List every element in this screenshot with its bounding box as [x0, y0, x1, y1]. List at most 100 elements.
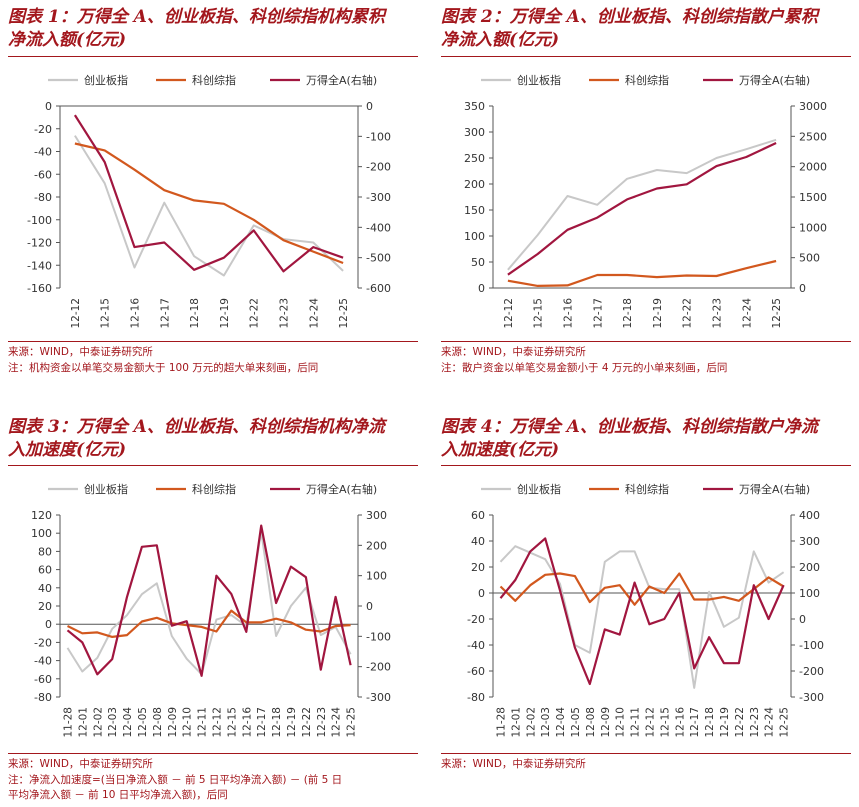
y2-tick-label: -100 — [366, 630, 391, 643]
series-line-2 — [507, 259, 777, 287]
x-tick-label: 12-04 — [555, 707, 567, 738]
chart-4-svg: 创业板指 科创综指 万得全A(右轴)6040200-20-40-60-8040030… — [467, 482, 824, 738]
legend-label: 科创综指 — [625, 73, 669, 87]
x-tick-label: 12-24 — [764, 707, 776, 738]
y-tick-label: 20 — [471, 561, 485, 574]
y-tick-label: 20 — [38, 600, 52, 613]
y-tick-label: -120 — [27, 237, 52, 250]
x-tick-label: 12-22 — [734, 707, 746, 738]
series-line-1 — [66, 530, 352, 676]
x-tick-label: 11-28 — [62, 707, 74, 738]
y-tick-label: -20 — [34, 123, 52, 136]
series-line-1 — [499, 545, 785, 689]
x-tick-label: 12-09 — [167, 707, 179, 738]
y-tick-label: 250 — [464, 152, 485, 165]
y-tick-label: 60 — [38, 564, 52, 577]
y-tick-label: 200 — [464, 178, 485, 191]
x-tick-label: 12-12 — [70, 298, 82, 329]
bottom-rule — [441, 341, 851, 342]
y-tick-label: 300 — [464, 126, 485, 139]
y2-tick-label: -500 — [366, 252, 391, 265]
y-tick-label: 350 — [464, 100, 485, 113]
x-tick-label: 12-15 — [100, 298, 112, 329]
x-tick-label: 12-17 — [689, 707, 701, 738]
legend-label: 创业板指 — [84, 482, 128, 496]
series-line-2 — [499, 572, 785, 606]
x-tick-label: 12-25 — [779, 707, 791, 738]
x-tick-label: 12-15 — [533, 298, 545, 329]
chart-3-note: 注：净流入加速度=(当日净流入额 － 前 5 日平均净流入额) － (前 5 日… — [8, 774, 343, 801]
y2-tick-label: -300 — [366, 691, 391, 704]
series-line-3 — [73, 114, 344, 273]
legend-label: 万得全A(右轴) — [739, 73, 810, 87]
x-tick-label: 12-25 — [338, 298, 350, 329]
x-tick-label: 12-11 — [630, 707, 642, 738]
y2-tick-label: -200 — [799, 665, 824, 678]
legend-label: 万得全A(右轴) — [306, 73, 377, 87]
y-tick-label: 150 — [464, 204, 485, 217]
y-tick-label: 50 — [471, 256, 485, 269]
y2-tick-label: 1500 — [799, 191, 827, 204]
chart-3-source: 来源：WIND，中泰证券研究所 — [8, 758, 153, 770]
x-tick-label: 12-22 — [682, 298, 694, 329]
x-tick-label: 12-01 — [77, 707, 89, 738]
x-tick-label: 12-25 — [346, 707, 358, 738]
x-tick-label: 12-18 — [189, 298, 201, 329]
legend-label: 创业板指 — [517, 482, 561, 496]
x-tick-label: 12-15 — [226, 707, 238, 738]
y-tick-label: 60 — [471, 509, 485, 522]
y-tick-label: -40 — [34, 146, 52, 159]
y-tick-label: 40 — [38, 582, 52, 595]
y-tick-label: 80 — [38, 545, 52, 558]
y-tick-label: -60 — [34, 168, 52, 181]
x-tick-label: 12-12 — [211, 707, 223, 738]
panel-3: 图表 3：万得全 A、创业板指、科创综指机构净流 入加速度(亿元) 创业板指 科创… — [8, 416, 418, 806]
series-line-3 — [499, 537, 785, 686]
x-tick-label: 12-02 — [525, 707, 537, 738]
x-tick-label: 12-18 — [622, 298, 634, 329]
chart-1-svg: 创业板指 科创综指 万得全A(右轴) 0 -20 -40 -60 -80 -100 -120 -14… — [27, 73, 391, 329]
x-tick-label: 11-28 — [495, 707, 507, 738]
chart-1-source: 来源：WIND，中泰证券研究所 — [8, 346, 153, 358]
legend-label: 创业板指 — [517, 73, 561, 87]
y-tick-label: -80 — [34, 691, 52, 704]
legend-label: 科创综指 — [192, 482, 236, 496]
x-tick-label: 12-17 — [159, 298, 171, 329]
bottom-rule — [8, 341, 418, 342]
panel-2: 图表 2：万得全 A、创业板指、科创综指散户累积 净流入额(亿元) 创业板指 科创… — [441, 6, 851, 386]
x-tick-label: 12-03 — [107, 707, 119, 738]
chart-4-source: 来源：WIND，中泰证券研究所 — [441, 758, 586, 770]
y-tick-label: 40 — [471, 535, 485, 548]
legend-label: 万得全A(右轴) — [306, 482, 377, 496]
y2-tick-label: 500 — [799, 252, 820, 265]
legend-label: 科创综指 — [625, 482, 669, 496]
y-tick-label: 100 — [31, 527, 52, 540]
bottom-rule — [441, 753, 851, 754]
panel-4: 图表 4：万得全 A、创业板指、科创综指散户净流 入加速度(亿元) 创业板指 科创… — [441, 416, 851, 806]
x-tick-label: 12-16 — [241, 707, 253, 738]
y-tick-label: -40 — [34, 655, 52, 668]
x-tick-label: 12-12 — [644, 707, 656, 738]
x-tick-label: 12-15 — [659, 707, 671, 738]
x-tick-label: 12-23 — [749, 707, 761, 738]
x-tick-label: 12-17 — [256, 707, 268, 738]
y-tick-label: -60 — [467, 665, 485, 678]
chart-3-svg: 创业板指 科创综指 万得全A(右轴)120100806040200-20-40-60… — [31, 482, 391, 738]
chart-3-title: 图表 3：万得全 A、创业板指、科创综指机构净流 入加速度(亿元) — [8, 417, 385, 460]
chart-1-title: 图表 1：万得全 A、创业板指、科创综指机构累积 净流入额(亿元) — [8, 7, 385, 50]
x-tick-label: 12-16 — [674, 707, 686, 738]
y2-tick-label: 2500 — [799, 130, 827, 143]
y-tick-label: -20 — [34, 636, 52, 649]
x-tick-label: 12-19 — [719, 707, 731, 738]
y-tick-label: -100 — [27, 214, 52, 227]
y2-tick-label: 0 — [799, 613, 806, 626]
x-tick-label: 12-08 — [152, 707, 164, 738]
panel-1: 图表 1：万得全 A、创业板指、科创综指机构累积 净流入额(亿元) 创业板指 科创… — [8, 6, 418, 386]
y-tick-label: 100 — [464, 230, 485, 243]
x-tick-label: 12-04 — [122, 707, 134, 738]
x-tick-label: 12-05 — [137, 707, 149, 738]
x-tick-label: 12-19 — [652, 298, 664, 329]
y2-tick-label: 200 — [799, 561, 820, 574]
x-tick-label: 12-18 — [704, 707, 716, 738]
x-tick-label: 12-18 — [271, 707, 283, 738]
